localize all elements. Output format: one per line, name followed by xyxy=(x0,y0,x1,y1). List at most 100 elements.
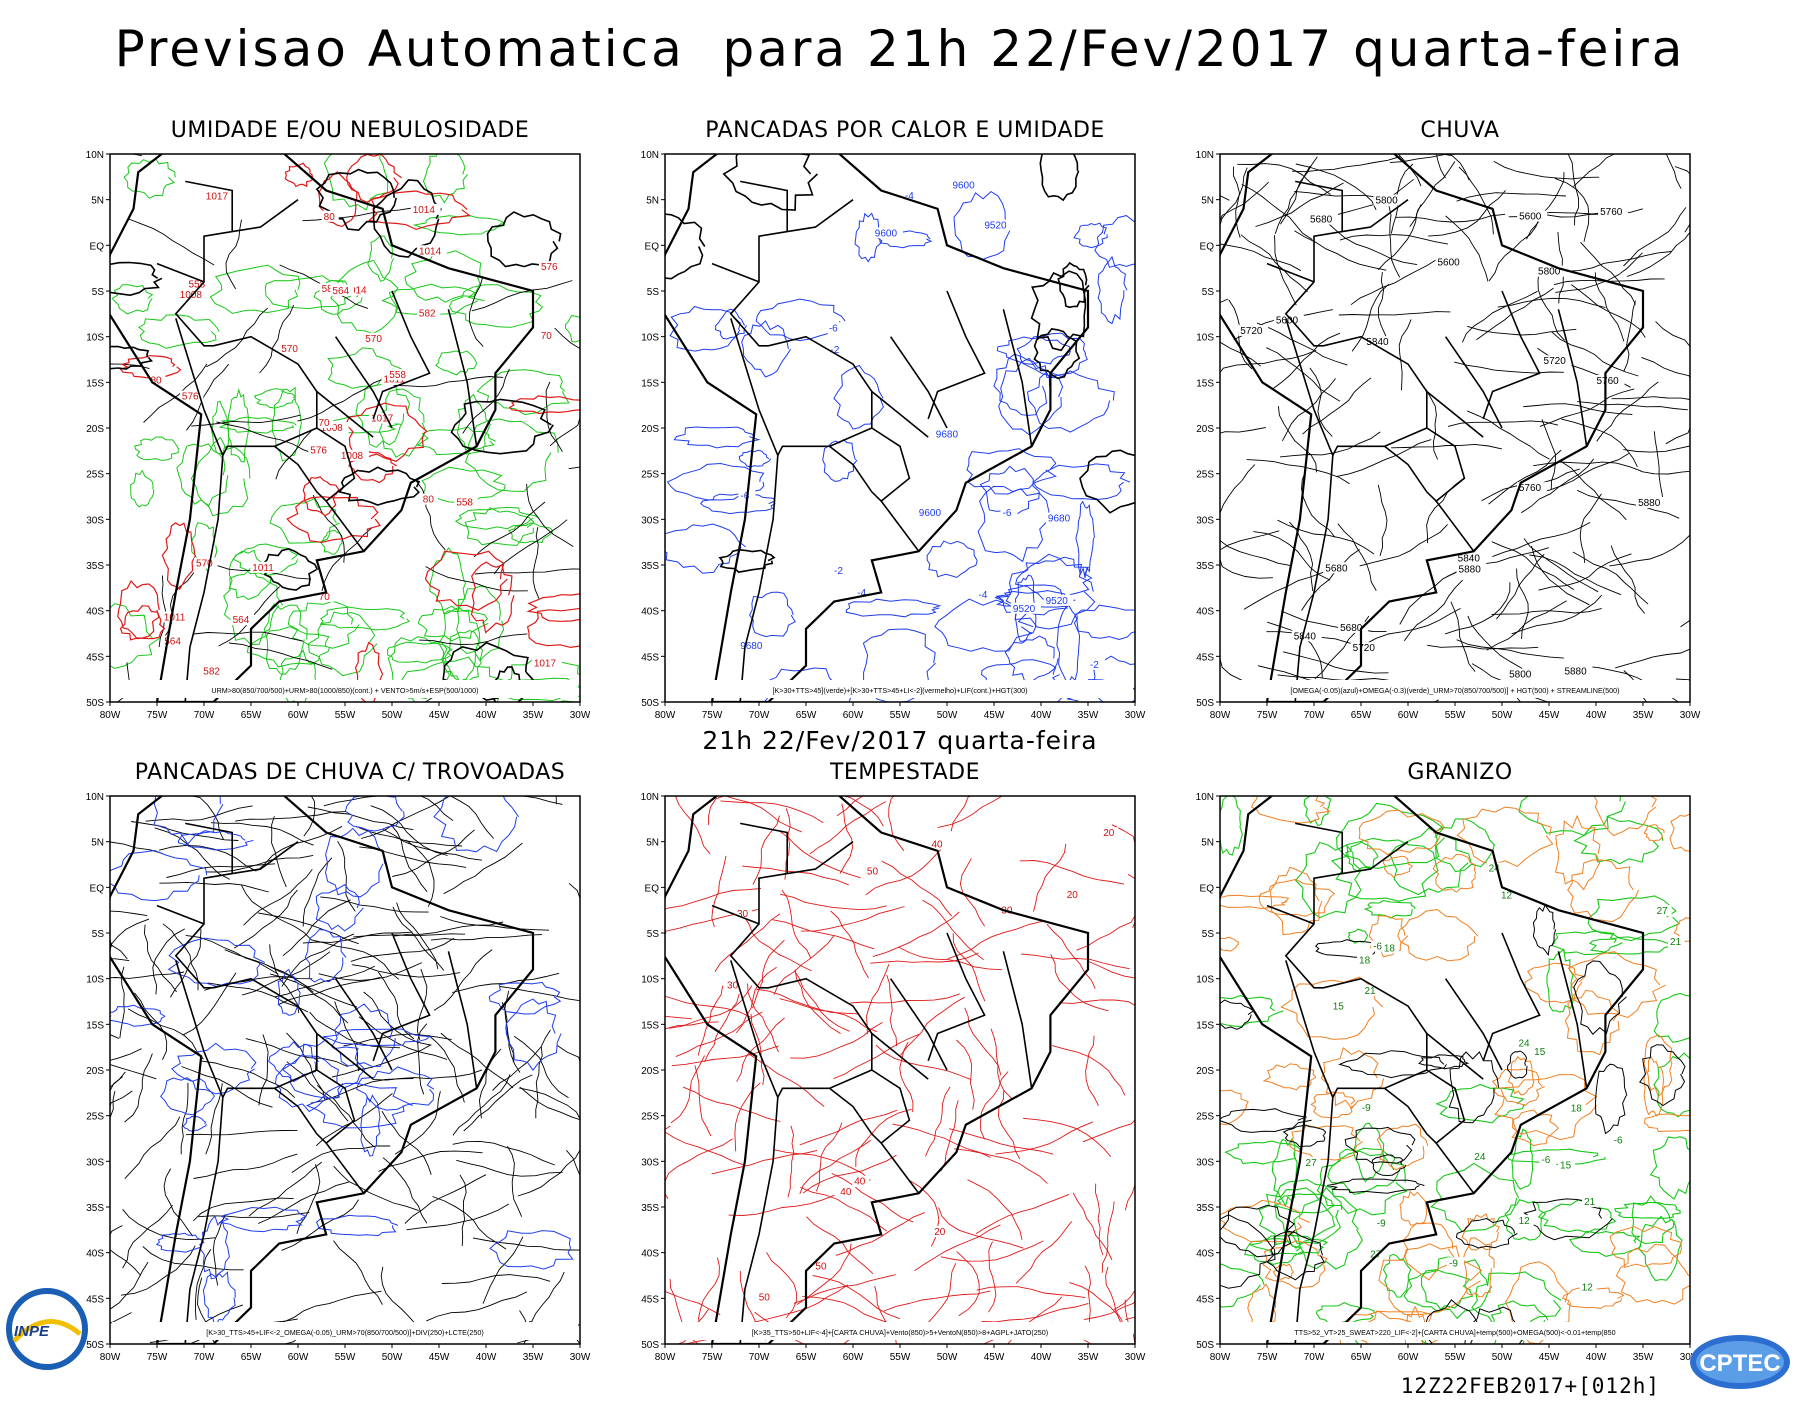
contour-label: 558 xyxy=(389,370,406,381)
contour-labels: 1008100810081011101110111014101410141017… xyxy=(148,190,563,678)
lon-tick-label: 45W xyxy=(984,710,1005,721)
lat-tick-label: 50S xyxy=(1196,1340,1214,1351)
lat-tick-label: 25S xyxy=(641,1112,659,1123)
contour-label: 24 xyxy=(1518,1039,1530,1050)
contour-label: 9520 xyxy=(1046,596,1069,607)
lon-tick-label: 55W xyxy=(890,710,911,721)
contour-label: 21 xyxy=(1364,986,1376,997)
lat-tick-label: 30S xyxy=(86,515,104,526)
lon-tick-label: 55W xyxy=(1445,1352,1466,1363)
contour-label: 564 xyxy=(332,286,349,297)
contour-label: -4 xyxy=(905,191,914,202)
panel-tempestade: TEMPESTADE 40 40 40 50 50 50 20 20 20 30 30 30 [K>35… xyxy=(625,760,1185,1410)
contour-label: 5840 xyxy=(1294,631,1317,642)
lat-tick-label: 15S xyxy=(1196,1020,1214,1031)
contour-label: 5880 xyxy=(1638,498,1661,509)
lon-tick-label: 35W xyxy=(1633,710,1654,721)
contour-label: 1011 xyxy=(383,375,405,386)
lon-tick-label: 75W xyxy=(147,710,168,721)
contour-label: 558 xyxy=(456,498,473,509)
contour-label: 1011 xyxy=(252,563,274,574)
lat-tick-label: 5N xyxy=(1201,196,1214,207)
lat-tick-label: 10S xyxy=(1196,975,1214,986)
humidity-contours xyxy=(110,154,580,702)
contour-label: 9600 xyxy=(919,508,942,519)
lat-tick-label: 15S xyxy=(86,378,104,389)
contour-label: 70 xyxy=(318,418,330,429)
lat-tick-label: EQ xyxy=(645,241,660,252)
inpe-logo-text: INPE xyxy=(14,1323,50,1340)
lat-tick-label: 15S xyxy=(641,1020,659,1031)
lat-tick-label: 15S xyxy=(86,1020,104,1031)
panel-trovoadas: PANCADAS DE CHUVA C/ TROVOADAS [K>30_TTS… xyxy=(70,760,630,1410)
lon-tick-label: 75W xyxy=(702,710,723,721)
contour-label: 9680 xyxy=(936,430,959,441)
lon-tick-label: 80W xyxy=(100,710,121,721)
lat-tick-label: 35S xyxy=(1196,561,1214,572)
contour-label: 80 xyxy=(324,212,336,223)
contour-label: 5880 xyxy=(1459,564,1482,575)
lon-tick-label: 30W xyxy=(1125,1352,1146,1363)
contour-label: 18 xyxy=(1359,955,1371,966)
lat-tick-label: 5S xyxy=(647,929,660,940)
contour-label: 570 xyxy=(281,344,298,355)
lon-tick-label: 70W xyxy=(749,1352,770,1363)
wind-streamlines xyxy=(665,796,1135,1344)
lat-tick-label: 25S xyxy=(1196,470,1214,481)
lat-tick-label: 5S xyxy=(92,287,105,298)
lat-tick-label: 20S xyxy=(641,424,659,435)
lat-tick-label: EQ xyxy=(1200,883,1215,894)
lon-tick-label: 65W xyxy=(1351,1352,1372,1363)
contour-label: 5760 xyxy=(1597,376,1620,387)
lon-tick-label: 80W xyxy=(100,1352,121,1363)
contour-label: 5720 xyxy=(1353,643,1376,654)
panel-title: PANCADAS POR CALOR E UMIDADE xyxy=(705,118,1105,143)
contour-label: -9 xyxy=(1362,1103,1371,1114)
contour-label: 12 xyxy=(1582,1282,1594,1293)
lon-tick-label: 35W xyxy=(1078,1352,1099,1363)
contour-label: 12 xyxy=(1501,890,1513,901)
legend-text: URM>80(850/700/500)+URM>80(1000/850)(con… xyxy=(211,686,478,695)
lat-tick-label: 30S xyxy=(641,1157,659,1168)
contour-label: -2 xyxy=(830,345,839,356)
contour-label: 582 xyxy=(322,284,339,295)
contour-label: 5680 xyxy=(1325,563,1348,574)
lat-tick-label: 25S xyxy=(86,1112,104,1123)
lon-tick-label: 40W xyxy=(1031,710,1052,721)
lon-tick-label: 60W xyxy=(843,710,864,721)
lat-tick-label: 10N xyxy=(86,150,104,161)
lon-tick-label: 55W xyxy=(335,1352,356,1363)
lat-tick-label: 45S xyxy=(641,652,659,663)
contour-label: 1008 xyxy=(321,423,344,434)
lat-tick-label: 40S xyxy=(641,607,659,618)
contour-label: 5760 xyxy=(1519,483,1542,494)
lon-tick-label: 45W xyxy=(1539,1352,1560,1363)
contour-label: 5800 xyxy=(1538,267,1561,278)
contour-label: 9600 xyxy=(952,180,975,191)
contour-label: 20 xyxy=(1067,890,1079,901)
contour-label: 40 xyxy=(854,1177,866,1188)
lon-tick-label: 80W xyxy=(655,710,676,721)
lon-tick-label: 45W xyxy=(429,710,450,721)
panel-legend: URM>80(850/700/500)+URM>80(1000/850)(con… xyxy=(112,680,578,698)
lon-tick-label: 30W xyxy=(1680,1352,1701,1363)
contour-label: 5880 xyxy=(1564,666,1587,677)
lon-tick-label: 50W xyxy=(382,710,403,721)
lat-tick-label: 10N xyxy=(86,792,104,803)
lon-tick-label: 55W xyxy=(890,1352,911,1363)
lon-tick-label: 40W xyxy=(1586,1352,1607,1363)
lat-tick-label: 5N xyxy=(91,838,104,849)
contour-label: -2 xyxy=(1090,660,1099,671)
contour-label: 18 xyxy=(1384,943,1396,954)
lon-tick-label: 40W xyxy=(1031,1352,1052,1363)
lon-tick-label: 40W xyxy=(1586,710,1607,721)
lat-tick-label: 20S xyxy=(641,1066,659,1077)
contour-label: 30 xyxy=(727,980,739,991)
contour-label: 5840 xyxy=(1366,337,1389,348)
contour-label: 5600 xyxy=(1519,212,1542,223)
contour-label: 40 xyxy=(840,1187,852,1198)
lon-tick-label: 30W xyxy=(1125,710,1146,721)
contour-label: 1017 xyxy=(534,659,557,670)
lon-tick-label: 40W xyxy=(476,1352,497,1363)
lon-tick-label: 70W xyxy=(1304,710,1325,721)
